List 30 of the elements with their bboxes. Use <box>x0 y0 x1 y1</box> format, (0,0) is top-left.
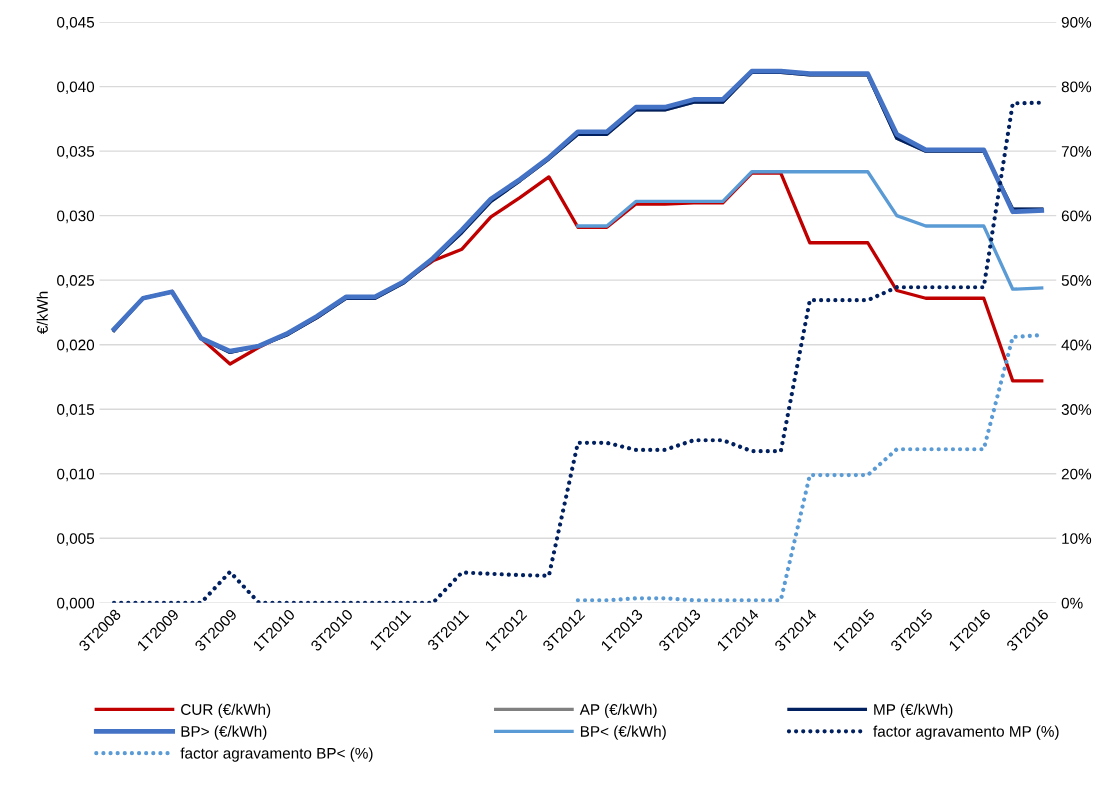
y2-tick-label: 50% <box>1061 275 1092 286</box>
line-series <box>111 100 1044 603</box>
legend-label: factor agravamento MP (%) <box>873 725 1059 740</box>
legend-label: AP (€/kWh) <box>579 703 657 718</box>
legend-label: MP (€/kWh) <box>874 703 953 718</box>
y-tick-label: 0,015 <box>57 404 95 417</box>
y-tick-label: 0,000 <box>57 597 95 611</box>
y2-tick-label: 70% <box>1061 145 1092 157</box>
y2-tick-label: 60% <box>1061 210 1092 222</box>
y2-tick-label: 30% <box>1061 404 1092 415</box>
y-tick-label: 0,020 <box>57 339 95 353</box>
y-axis-title: €/kWh <box>36 291 48 334</box>
y-tick-label: 0,030 <box>57 210 95 224</box>
y2-tick-label: 90% <box>1061 16 1092 28</box>
legend-label: BP< (€/kWh) <box>580 725 666 740</box>
y2-tick-label: 0% <box>1061 597 1083 609</box>
y2-tick-label: 80% <box>1061 81 1092 93</box>
line-series <box>576 170 1044 291</box>
legend-label: factor agravamento BP< (%) <box>180 747 373 762</box>
y-tick-label: 0,045 <box>57 16 95 30</box>
y-tick-label: 0,025 <box>57 275 95 288</box>
y-tick-label: 0,005 <box>57 533 95 546</box>
y2-tick-label: 40% <box>1061 339 1092 351</box>
y-tick-label: 0,040 <box>57 81 95 95</box>
y2-tick-label: 10% <box>1062 533 1092 544</box>
y2-tick-label: 20% <box>1061 468 1092 480</box>
legend-label: CUR (€/kWh) <box>181 703 271 718</box>
y-tick-label: 0,010 <box>57 468 95 482</box>
y-tick-label: 0,035 <box>57 145 95 159</box>
legend-label: BP> (€/kWh) <box>181 725 267 740</box>
